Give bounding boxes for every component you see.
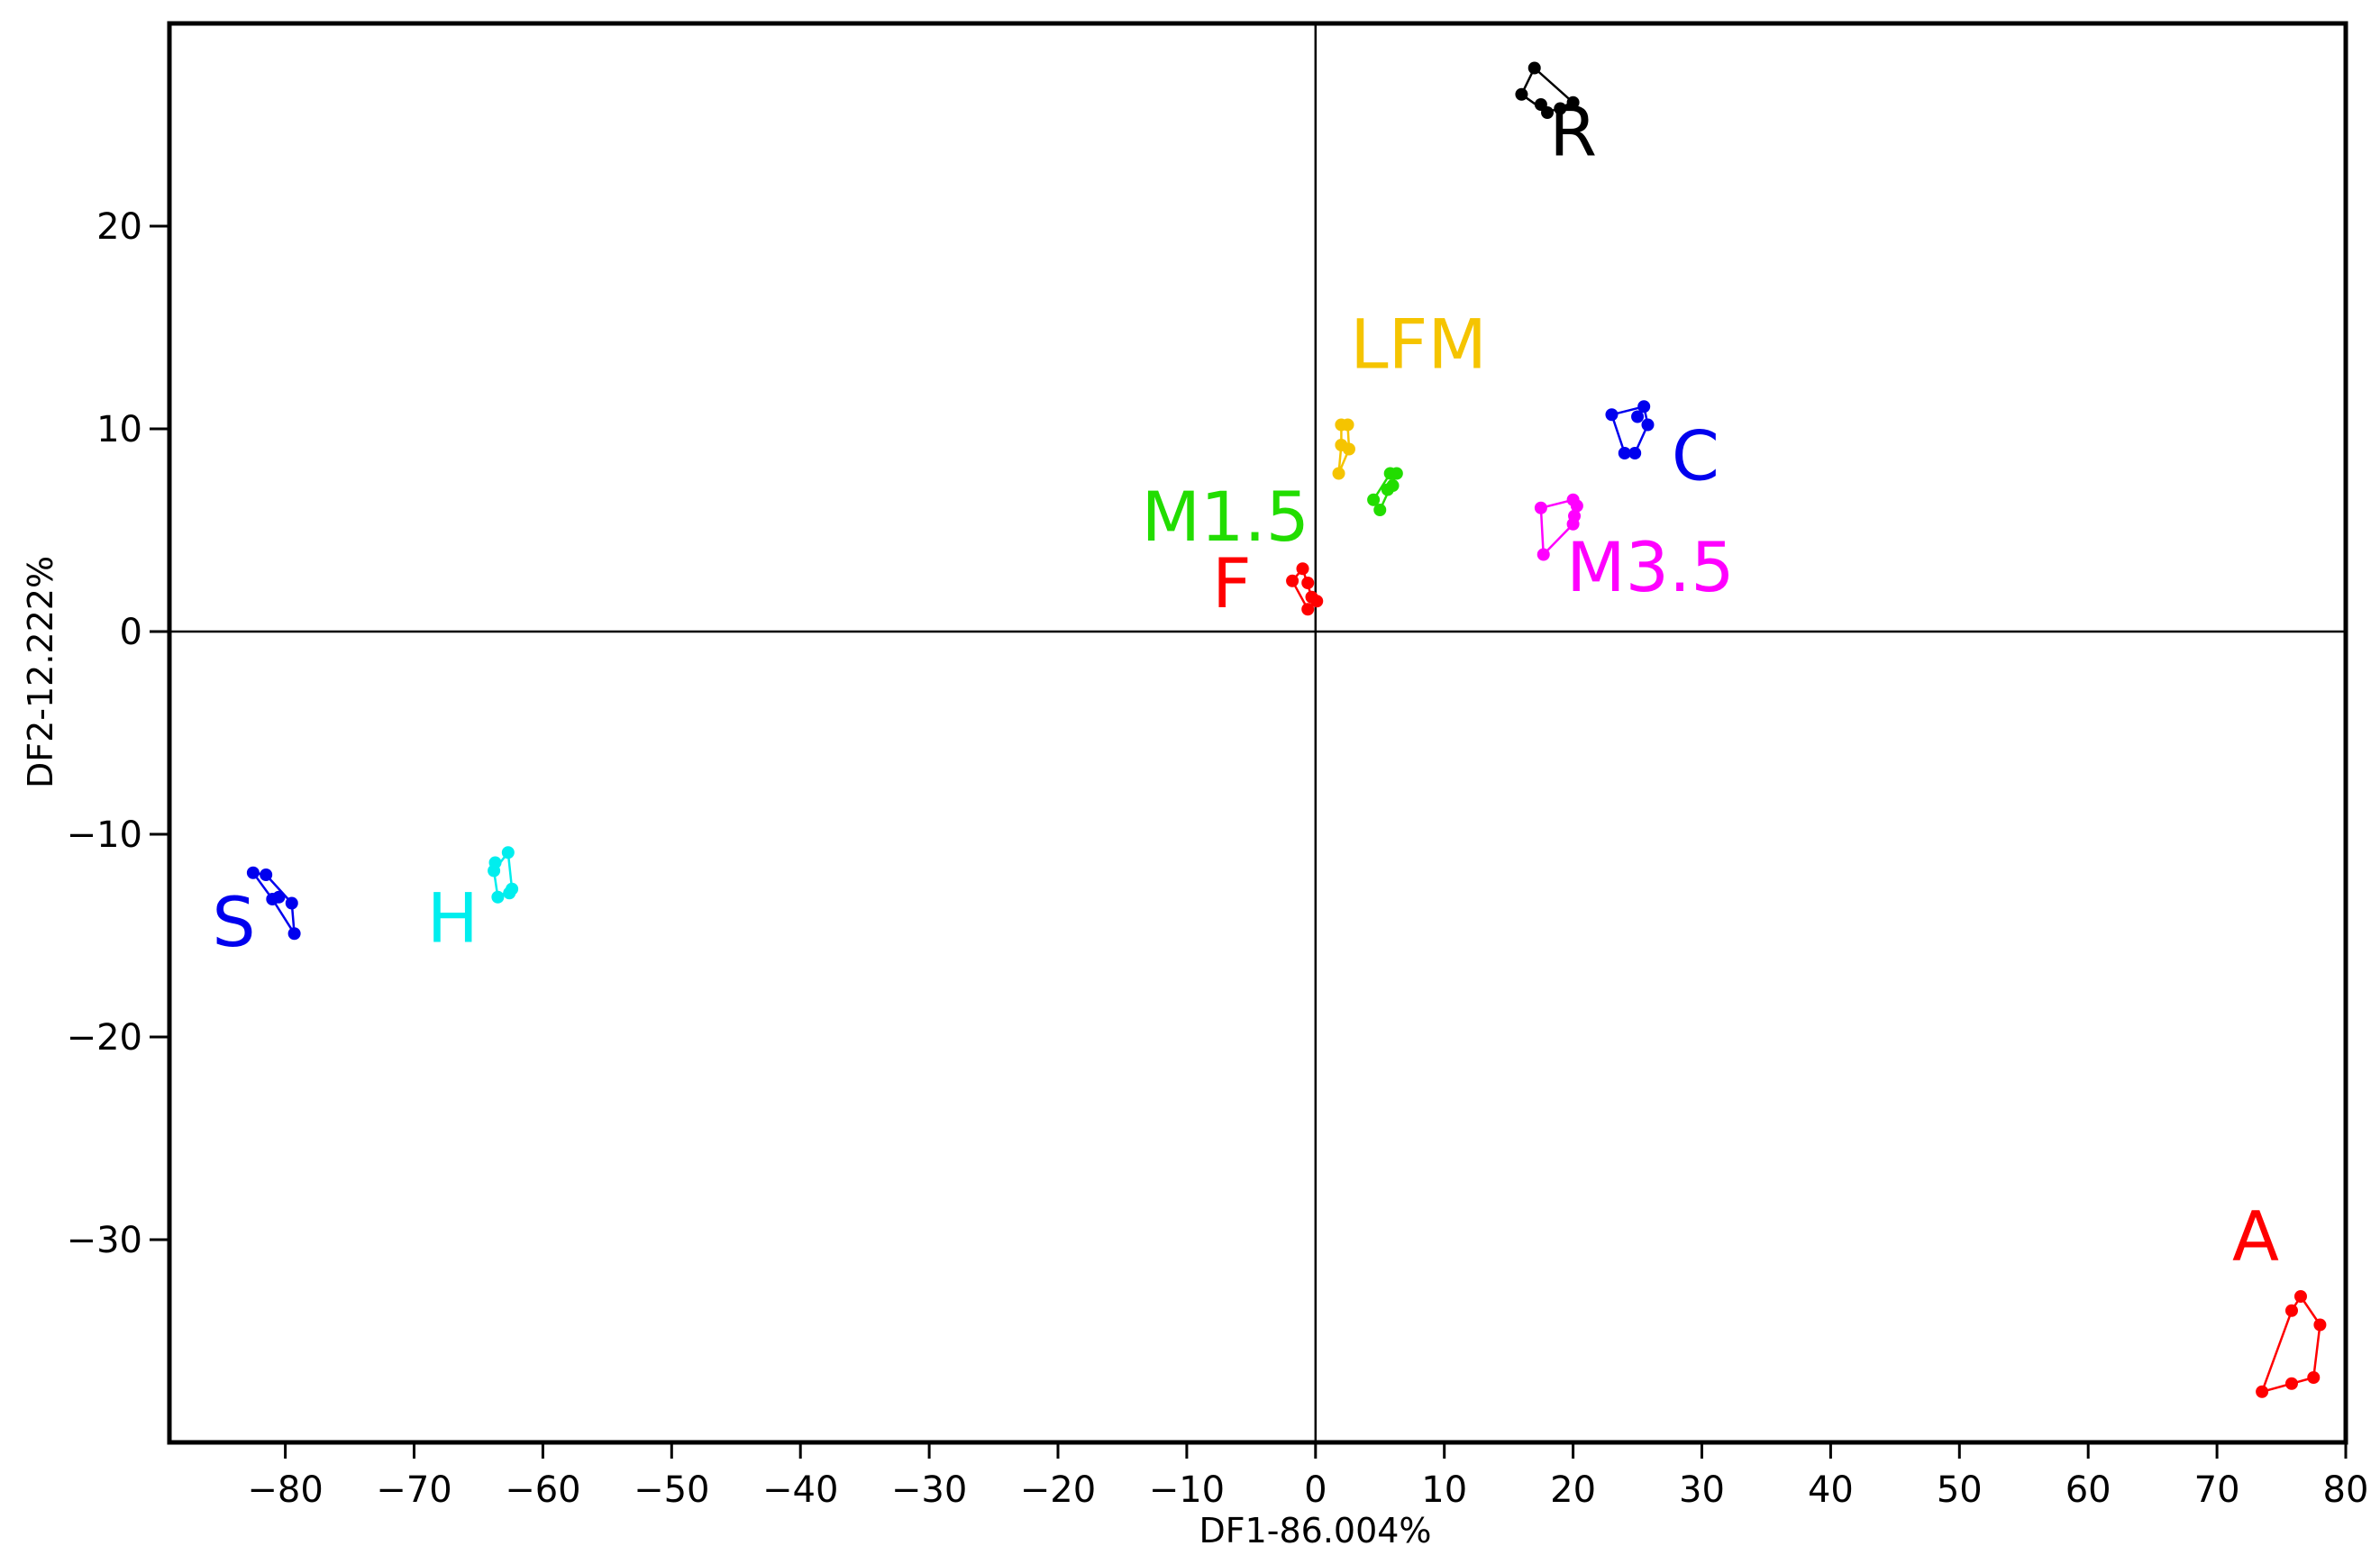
x-tick-label: 40: [1808, 1469, 1854, 1511]
data-point: [1566, 95, 1580, 109]
x-axis-ticks: −80 −70 −60 −50 −40 −30 −20 −10 0 10 20 30 40 50 60 70 8…: [247, 1442, 2368, 1511]
x-axis-title: DF1-86.004%: [1199, 1511, 1431, 1550]
series-label: H: [427, 878, 479, 958]
data-point: [1605, 408, 1619, 422]
y-tick-label: 10: [96, 409, 142, 450]
data-point: [2256, 1385, 2269, 1398]
data-point: [1631, 410, 1645, 423]
group-labels: R LFM C M1.5 M3.5 F S H A: [212, 91, 2279, 1276]
data-point: [1554, 102, 1567, 115]
data-point: [2284, 1377, 2298, 1390]
x-tick-label: 80: [2323, 1469, 2369, 1511]
data-point: [1515, 87, 1528, 101]
data-point: [1296, 562, 1309, 576]
y-tick-label: −30: [67, 1220, 142, 1261]
data-point: [1332, 467, 1345, 480]
data-point: [1310, 595, 1324, 608]
data-point: [1341, 418, 1354, 432]
y-tick-label: −10: [67, 814, 142, 856]
data-point: [246, 866, 260, 879]
data-point: [1301, 577, 1315, 589]
y-tick-label: 0: [120, 612, 142, 653]
y-tick-label: −20: [67, 1017, 142, 1059]
series-label: R: [1549, 91, 1597, 171]
data-point: [1286, 574, 1299, 587]
data-point: [501, 846, 515, 859]
x-tick-label: 70: [2194, 1469, 2240, 1511]
series-f: [1286, 562, 1324, 616]
series-label: S: [212, 882, 255, 962]
y-axis-ticks: −30 −20 −10 0 10 20: [67, 206, 169, 1261]
data-point: [260, 868, 273, 881]
series-label: LFM: [1350, 305, 1487, 385]
series-label: M1.5: [1142, 477, 1309, 557]
x-tick-label: −60: [505, 1469, 580, 1511]
series-a: [2256, 1290, 2327, 1398]
data-point: [1342, 442, 1355, 456]
data-point: [491, 890, 505, 904]
data-point: [1301, 603, 1315, 616]
x-tick-label: 30: [1679, 1469, 1725, 1511]
data-point: [503, 887, 516, 900]
data-point: [1534, 501, 1547, 514]
data-point: [1641, 418, 1655, 432]
data-point: [1541, 106, 1555, 119]
data-point: [1537, 548, 1550, 561]
data-point: [1628, 447, 1642, 459]
data-point: [488, 864, 501, 878]
series-s: [246, 866, 301, 941]
series-m1-5: [1367, 467, 1403, 516]
x-tick-label: −10: [1149, 1469, 1225, 1511]
data-point: [1373, 504, 1387, 516]
data-point: [1390, 467, 1403, 480]
x-tick-label: −30: [891, 1469, 967, 1511]
data-point: [1367, 493, 1381, 506]
data-point: [2284, 1304, 2298, 1317]
y-axis-title: DF2-12.222%: [21, 556, 60, 788]
series-label: C: [1672, 415, 1719, 496]
data-point: [1527, 61, 1541, 75]
series-lfm: [1332, 418, 1355, 480]
series-h: [488, 846, 519, 904]
series-m3-5: [1534, 493, 1583, 561]
x-tick-label: −50: [634, 1469, 709, 1511]
plot-frame: [167, 21, 2348, 1445]
x-tick-label: 10: [1421, 1469, 1467, 1511]
y-tick-label: 20: [96, 206, 142, 248]
series-label: M3.5: [1566, 527, 1734, 607]
x-tick-label: −80: [247, 1469, 323, 1511]
data-point: [287, 927, 301, 941]
data-point: [2293, 1290, 2307, 1303]
data-point: [1566, 517, 1580, 531]
reference-lines: [169, 23, 2346, 1442]
x-tick-label: 20: [1550, 1469, 1596, 1511]
x-tick-label: 0: [1304, 1469, 1327, 1511]
data-point: [2307, 1371, 2321, 1384]
series-c: [1605, 400, 1655, 459]
data-point: [1570, 499, 1583, 513]
data-point: [1381, 483, 1394, 496]
x-tick-label: −40: [762, 1469, 838, 1511]
data-point: [1637, 400, 1651, 414]
data-point: [266, 893, 279, 905]
data-point: [1618, 447, 1631, 459]
x-tick-label: −70: [376, 1469, 451, 1511]
series-label: F: [1212, 543, 1252, 623]
series-label: A: [2232, 1196, 2279, 1277]
x-tick-label: 60: [2065, 1469, 2111, 1511]
data-point: [2313, 1318, 2327, 1332]
x-tick-label: −20: [1020, 1469, 1096, 1511]
x-tick-label: 50: [1937, 1469, 1983, 1511]
series-layer: [246, 61, 2327, 1398]
data-point: [285, 896, 298, 910]
series-r: [1515, 61, 1580, 119]
